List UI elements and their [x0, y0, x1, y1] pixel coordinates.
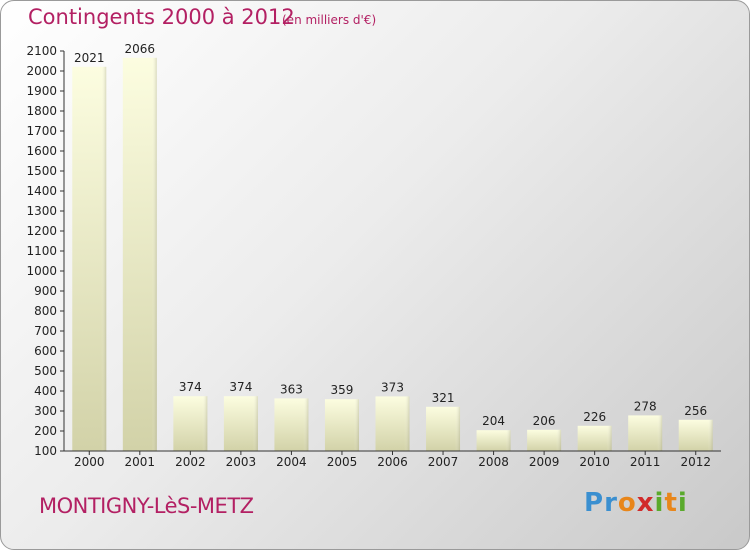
bar-shade-2006 — [375, 396, 410, 451]
chart-title: Contingents 2000 à 2012 — [28, 5, 295, 29]
place-name: MONTIGNY-LèS-METZ — [39, 494, 254, 518]
value-label-2003: 374 — [229, 380, 252, 394]
bar-shade-2010 — [577, 425, 612, 451]
value-label-2009: 206 — [533, 414, 556, 428]
value-label-2012: 256 — [684, 404, 707, 418]
y-tick-label: 1000 — [26, 264, 57, 278]
bar-shade-2004 — [274, 398, 309, 451]
x-axis: 2000 2001 2002 2003 2004 2005 2006 2007 2008 2009… — [64, 450, 721, 469]
y-tick-label: 2000 — [26, 64, 57, 78]
value-label-2006: 373 — [381, 380, 404, 394]
y-tick-label: 600 — [34, 344, 57, 358]
y-tick-label: 100 — [34, 444, 57, 458]
bar-shade-2009 — [527, 429, 562, 451]
y-tick-label: 800 — [34, 304, 57, 318]
value-label-2002: 374 — [179, 380, 202, 394]
value-label-2011: 278 — [634, 399, 657, 413]
x-tick-label: 2007 — [428, 455, 459, 469]
x-tick-label: 2001 — [125, 455, 156, 469]
x-tick-label: 2006 — [377, 455, 408, 469]
x-tick-label: 2009 — [529, 455, 560, 469]
bar-shade-2000 — [72, 66, 107, 452]
y-tick-label: 1800 — [26, 104, 57, 118]
x-tick-label: 2003 — [226, 455, 257, 469]
y-tick-label: 1700 — [26, 124, 57, 138]
x-tick-label: 2010 — [579, 455, 610, 469]
x-tick-label: 2011 — [630, 455, 661, 469]
x-tick-label: 2008 — [478, 455, 509, 469]
y-tick-label: 400 — [34, 384, 57, 398]
y-tick-label: 900 — [34, 284, 57, 298]
value-label-2010: 226 — [583, 410, 606, 424]
value-label-2005: 359 — [331, 383, 354, 397]
value-label-2007: 321 — [432, 391, 455, 405]
bars-group: 2021 2066 374 374 363 359 373 321 204 206 226 278 25… — [72, 42, 713, 452]
bar-shade-2008 — [476, 430, 511, 451]
y-tick-label: 200 — [34, 424, 57, 438]
y-axis: 100 200 300 400 500 600 700 800 900 1000 1100 1200 1… — [26, 44, 65, 458]
bar-shade-2007 — [426, 406, 461, 451]
y-tick-label: 1200 — [26, 224, 57, 238]
y-tick-label: 1300 — [26, 204, 57, 218]
bar-shade-2001 — [122, 57, 157, 452]
y-tick-label: 1600 — [26, 144, 57, 158]
value-label-2001: 2066 — [125, 42, 156, 56]
x-tick-label: 2005 — [327, 455, 358, 469]
x-tick-label: 2000 — [74, 455, 105, 469]
bar-shade-2011 — [628, 415, 663, 451]
y-tick-label: 300 — [34, 404, 57, 418]
y-tick-label: 1400 — [26, 184, 57, 198]
chart-subtitle: (en milliers d'€) — [282, 13, 377, 27]
y-tick-label: 500 — [34, 364, 57, 378]
bar-shade-2005 — [324, 399, 359, 451]
x-tick-label: 2004 — [276, 455, 307, 469]
bar-shade-2002 — [173, 396, 208, 451]
y-tick-label: 700 — [34, 324, 57, 338]
bar-shade-2012 — [678, 419, 713, 451]
value-label-2004: 363 — [280, 382, 303, 396]
y-tick-label: 1500 — [26, 164, 57, 178]
y-tick-label: 1100 — [26, 244, 57, 258]
proxiti-logo: Proxiti — [584, 488, 688, 518]
value-label-2000: 2021 — [74, 51, 105, 65]
value-label-2008: 204 — [482, 414, 505, 428]
y-tick-label: 2100 — [26, 44, 57, 58]
bar-shade-2003 — [223, 396, 258, 451]
y-tick-label: 1900 — [26, 84, 57, 98]
x-tick-label: 2002 — [175, 455, 206, 469]
x-tick-label: 2012 — [680, 455, 711, 469]
